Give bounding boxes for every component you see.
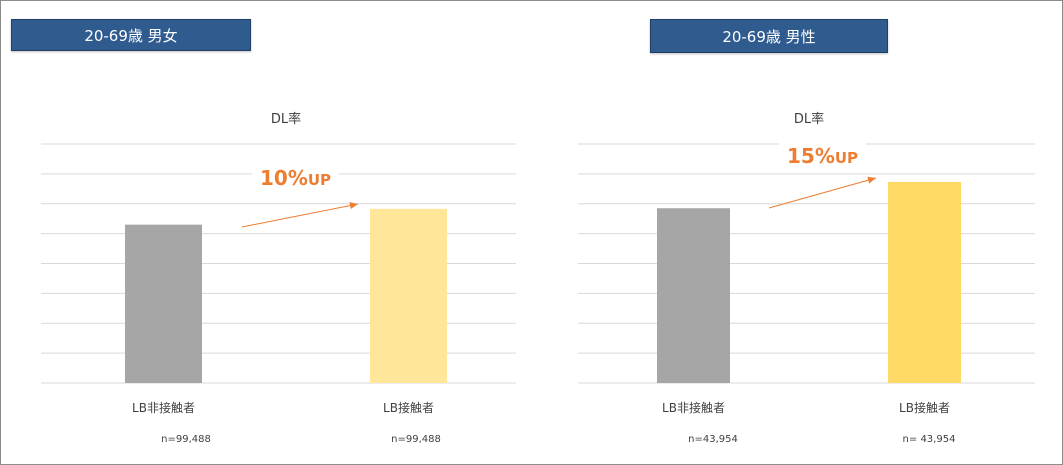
chart-title: DL率 (270, 112, 302, 127)
sample-size-label: n=99,488 (161, 434, 211, 445)
category-label: LB非接触者 (662, 400, 725, 415)
bar (888, 181, 961, 383)
increase-unit: UP (834, 149, 859, 167)
category-label: LB非接触者 (132, 400, 195, 415)
increase-unit: UP (307, 171, 332, 189)
sample-size-label: n= 43,954 (903, 434, 956, 445)
chart-panel-male: 20-69歳 男性 DL率 LB非接触者 LB接触者 n=43,954 n= 43,9… (532, 1, 1063, 464)
bar-chart: LB非接触者 LB接触者 n=99,488 n=99,488 (41, 143, 516, 445)
panel-banner: 20-69歳 男性 (650, 19, 888, 53)
bar (370, 208, 447, 383)
bar-chart: LB非接触者 LB接触者 n=43,954 n= 43,954 (578, 143, 1035, 445)
panel-banner-label: 20-69歳 男性 (722, 27, 816, 46)
panel-banner-label: 20-69歳 男女 (84, 26, 178, 45)
increase-arrow-line (241, 203, 359, 228)
increase-arrow-head (867, 176, 876, 184)
bar (125, 224, 202, 383)
sample-size-label: n=99,488 (391, 434, 441, 445)
increase-callout: 10%UP (252, 163, 340, 193)
chart-panel-all: 20-69歳 男女 DL率 LB非接触者 LB接触者 n=99,488 n=99,48… (1, 1, 532, 464)
category-label: LB接触者 (383, 400, 434, 415)
bar (657, 208, 730, 383)
sample-size-label: n=43,954 (688, 434, 738, 445)
increase-percent: 15% (787, 144, 835, 168)
increase-percent: 10% (260, 166, 308, 190)
category-label: LB接触者 (899, 400, 950, 415)
increase-arrow-line (768, 177, 877, 209)
chart-title: DL率 (793, 112, 825, 127)
panel-banner: 20-69歳 男女 (11, 19, 251, 51)
increase-callout: 15%UP (779, 141, 867, 171)
increase-arrow-head (349, 202, 358, 209)
